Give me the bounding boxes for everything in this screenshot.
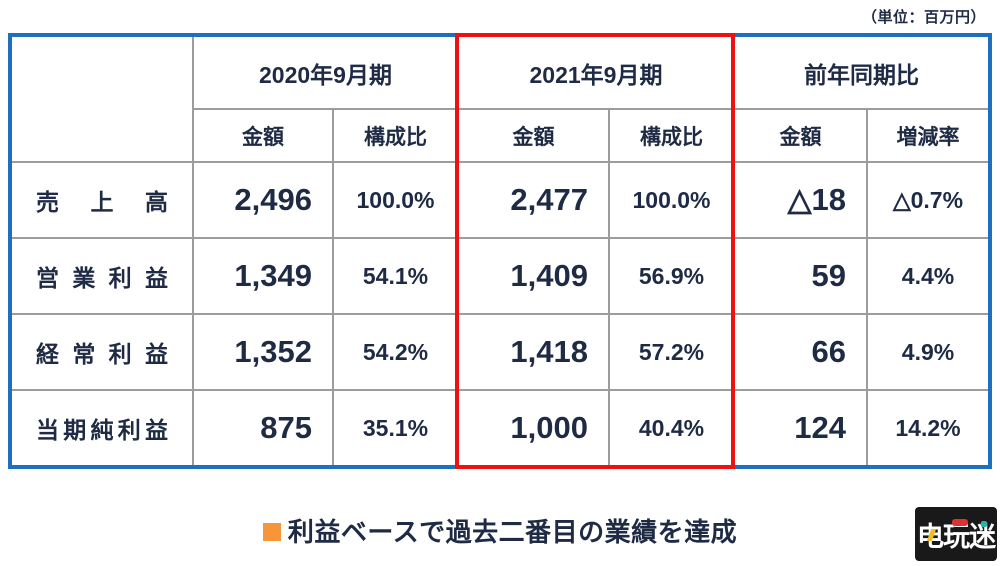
fy2021-amount-cell: 1,000 bbox=[459, 391, 608, 465]
table-stub-cell bbox=[12, 37, 192, 161]
yoy-amount-cell: 124 bbox=[735, 391, 866, 465]
yoy-amount-cell: △18 bbox=[735, 163, 866, 237]
yoy-amount-cell: 59 bbox=[735, 239, 866, 313]
fy2020-amount-cell: 1,352 bbox=[194, 315, 332, 389]
table-row-label: 営業利益 bbox=[12, 239, 192, 313]
fy2020-amount-cell: 1,349 bbox=[194, 239, 332, 313]
takeaway-line: 利益ベースで過去二番目の業績を達成 bbox=[0, 512, 1000, 549]
subheader-fy2021-ratio: 構成比 bbox=[610, 110, 733, 161]
fy2021-amount-cell: 1,409 bbox=[459, 239, 608, 313]
fy2020-amount-cell: 875 bbox=[194, 391, 332, 465]
subheader-fy2021-amount: 金額 bbox=[459, 110, 608, 161]
subheader-fy2020-ratio: 構成比 bbox=[334, 110, 457, 161]
table-row-label: 経常利益 bbox=[12, 315, 192, 389]
yoy-rate-cell: 4.9% bbox=[868, 315, 988, 389]
fy2021-ratio-cell: 57.2% bbox=[610, 315, 733, 389]
metric-net-income: 当期純利益 bbox=[36, 417, 168, 443]
watermark-logo: 电玩迷 bbox=[915, 507, 997, 561]
column-group-fy2020: 2020年9月期 bbox=[194, 37, 457, 108]
watermark-text: 电玩迷 bbox=[917, 521, 996, 552]
metric-operating-income: 営業利益 bbox=[36, 265, 168, 291]
table-row-label: 売上高 bbox=[12, 163, 192, 237]
fy2020-amount-cell: 2,496 bbox=[194, 163, 332, 237]
orange-bullet-icon bbox=[262, 522, 281, 541]
metric-net-sales: 売上高 bbox=[36, 189, 168, 215]
yoy-rate-cell: 4.4% bbox=[868, 239, 988, 313]
financial-results-table: 2020年9月期 2021年9月期 前年同期比 金額 構成比 金額 構成比 金額… bbox=[8, 33, 992, 469]
table-row-label: 当期純利益 bbox=[12, 391, 192, 465]
fy2020-ratio-cell: 54.1% bbox=[334, 239, 457, 313]
column-group-fy2021: 2021年9月期 bbox=[459, 37, 733, 108]
fy2021-amount-cell: 2,477 bbox=[459, 163, 608, 237]
fy2020-ratio-cell: 35.1% bbox=[334, 391, 457, 465]
yoy-rate-cell: △0.7% bbox=[868, 163, 988, 237]
subheader-fy2020-amount: 金額 bbox=[194, 110, 332, 161]
subheader-yoy-rate: 増減率 bbox=[868, 110, 988, 161]
unit-note: （単位：百万円） bbox=[861, 9, 986, 26]
yoy-rate-cell: 14.2% bbox=[868, 391, 988, 465]
fy2021-ratio-cell: 100.0% bbox=[610, 163, 733, 237]
fy2020-ratio-cell: 100.0% bbox=[334, 163, 457, 237]
takeaway-text: 利益ベースで過去二番目の業績を達成 bbox=[287, 517, 738, 547]
fy2020-ratio-cell: 54.2% bbox=[334, 315, 457, 389]
column-group-yoy: 前年同期比 bbox=[735, 37, 988, 108]
fy2021-amount-cell: 1,418 bbox=[459, 315, 608, 389]
fy2021-ratio-cell: 40.4% bbox=[610, 391, 733, 465]
metric-ordinary-income: 経常利益 bbox=[36, 341, 168, 367]
subheader-yoy-amount: 金額 bbox=[735, 110, 866, 161]
yoy-amount-cell: 66 bbox=[735, 315, 866, 389]
fy2021-ratio-cell: 56.9% bbox=[610, 239, 733, 313]
